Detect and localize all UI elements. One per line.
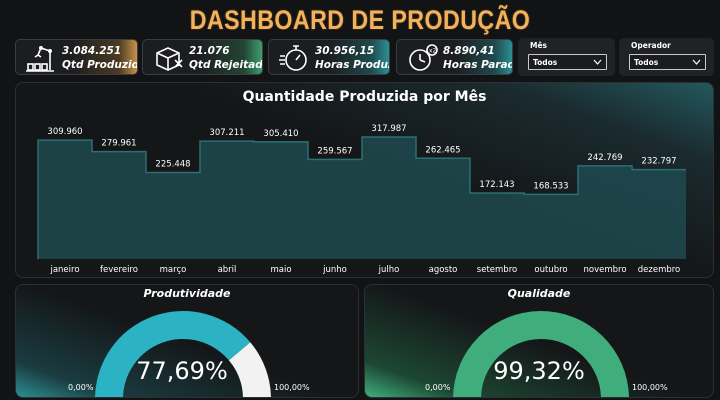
gauge-title: Produtividade bbox=[143, 287, 231, 300]
gauge-max-label: 100,00% bbox=[274, 383, 310, 392]
x-tick-label: outubro bbox=[534, 265, 567, 275]
x-tick-label: julho bbox=[378, 265, 400, 275]
dropdown-value: Todos bbox=[533, 58, 558, 67]
gauge-value-arc bbox=[95, 310, 251, 397]
monthly-production-chart: 309.960 janeiro 279.961 fevereiro 225.448 mar… bbox=[37, 124, 686, 275]
filter-operador: Operador Todos bbox=[619, 38, 714, 76]
data-label: 232.797 bbox=[641, 157, 676, 167]
dashboard-title: DASHBOARD DE PRODUÇÃO bbox=[189, 5, 531, 35]
kpi-label: Qtd Produzida bbox=[62, 59, 138, 71]
gauge-value-arc bbox=[453, 311, 629, 397]
gauge-min-label: 0,00% bbox=[425, 383, 451, 392]
chart-bar-julho[interactable] bbox=[362, 137, 416, 259]
chart-series-line bbox=[37, 136, 686, 259]
chevron-down-icon bbox=[692, 59, 701, 65]
x-tick-label: dezembro bbox=[638, 265, 681, 275]
gauge-title: Qualidade bbox=[507, 287, 571, 300]
chart-bar-outubro[interactable] bbox=[524, 194, 578, 259]
kpi-value: 21.076 bbox=[189, 45, 230, 57]
kpi-value: 8.890,41 bbox=[443, 45, 495, 57]
filter-mes: Mês Todos bbox=[518, 38, 615, 76]
svg-text:x2: x2 bbox=[429, 48, 437, 55]
gauge-panel-produtividade: Produtividade 77,69% 0,00% 100,00% bbox=[15, 284, 359, 398]
chart-bar-março[interactable] bbox=[146, 173, 200, 259]
gauge-remaining-arc bbox=[601, 397, 629, 398]
chart-bar-janeiro[interactable] bbox=[38, 140, 92, 259]
box-reject-icon bbox=[156, 47, 183, 71]
data-label: 168.533 bbox=[533, 181, 568, 191]
produtividade-gauge bbox=[95, 310, 271, 397]
data-label: 309.960 bbox=[47, 127, 82, 137]
chart-bar-agosto[interactable] bbox=[416, 158, 470, 259]
stopwatch-icon bbox=[279, 45, 307, 71]
dropdown-value: Todos bbox=[634, 58, 659, 67]
chart-bar-maio[interactable] bbox=[254, 142, 308, 259]
chart-bar-fevereiro[interactable] bbox=[92, 152, 146, 259]
chart-panel: 309.960 janeiro 279.961 fevereiro 225.448 mar… bbox=[15, 82, 714, 278]
kpi-label: Qtd Rejeitada bbox=[189, 59, 263, 71]
chart-bar-junho[interactable] bbox=[308, 159, 362, 259]
clock-x2-icon: x2 bbox=[409, 44, 438, 71]
gauge-panel-qualidade: Qualidade 99,32% 0,00% 100,00% bbox=[364, 284, 714, 398]
x-tick-label: fevereiro bbox=[100, 265, 138, 275]
x-tick-label: março bbox=[160, 265, 187, 275]
kpi-label: Horas Produzidas bbox=[315, 59, 389, 71]
filter-label: Operador bbox=[631, 41, 671, 50]
gauge-value: 77,69% bbox=[136, 357, 228, 385]
kpi-value: 3.084.251 bbox=[62, 45, 122, 57]
data-label: 279.961 bbox=[101, 139, 136, 149]
x-tick-label: agosto bbox=[429, 265, 458, 275]
robot-arm-icon bbox=[26, 46, 54, 72]
chevron-down-icon bbox=[593, 59, 602, 65]
mes-dropdown[interactable]: Todos bbox=[528, 54, 607, 70]
data-label: 305.410 bbox=[263, 129, 298, 139]
gauge-value: 99,32% bbox=[493, 357, 585, 385]
data-label: 242.769 bbox=[587, 153, 622, 163]
chart-bar-novembro[interactable] bbox=[578, 166, 632, 259]
qualidade-gauge bbox=[453, 311, 629, 398]
chart-bar-setembro[interactable] bbox=[470, 193, 524, 259]
data-label: 307.211 bbox=[209, 128, 244, 138]
chart-title: Quantidade Produzida por Mês bbox=[242, 89, 487, 105]
gauge-max-label: 100,00% bbox=[632, 383, 668, 392]
x-tick-label: janeiro bbox=[49, 265, 79, 275]
gauge-remaining-arc bbox=[228, 342, 271, 397]
x-tick-label: abril bbox=[218, 265, 237, 275]
filter-label: Mês bbox=[530, 41, 548, 50]
x-tick-label: junho bbox=[322, 265, 347, 275]
data-label: 259.567 bbox=[317, 146, 352, 156]
data-label: 225.448 bbox=[155, 160, 190, 170]
data-label: 262.465 bbox=[425, 145, 460, 155]
kpi-card-qtd-rejeitada[interactable]: 21.076 Qtd Rejeitada bbox=[142, 39, 263, 75]
kpi-card-qtd-produzida[interactable]: 3.084.251 Qtd Produzida bbox=[15, 39, 138, 75]
data-label: 317.987 bbox=[371, 124, 406, 134]
chart-bar-abril[interactable] bbox=[200, 141, 254, 259]
kpi-card-horas-paradas[interactable]: x2 8.890,41 Horas Paradas bbox=[396, 39, 513, 75]
x-tick-label: maio bbox=[270, 265, 291, 275]
kpi-card-horas-produzidas[interactable]: 30.956,15 Horas Produzidas bbox=[268, 39, 390, 75]
kpi-label: Horas Paradas bbox=[443, 59, 512, 71]
kpi-value: 30.956,15 bbox=[315, 45, 375, 57]
gauge-min-label: 0,00% bbox=[68, 383, 94, 392]
x-tick-label: novembro bbox=[583, 265, 626, 275]
data-label: 172.143 bbox=[479, 180, 514, 190]
x-tick-label: setembro bbox=[477, 265, 517, 275]
chart-bar-dezembro[interactable] bbox=[632, 170, 686, 259]
operador-dropdown[interactable]: Todos bbox=[629, 54, 706, 70]
